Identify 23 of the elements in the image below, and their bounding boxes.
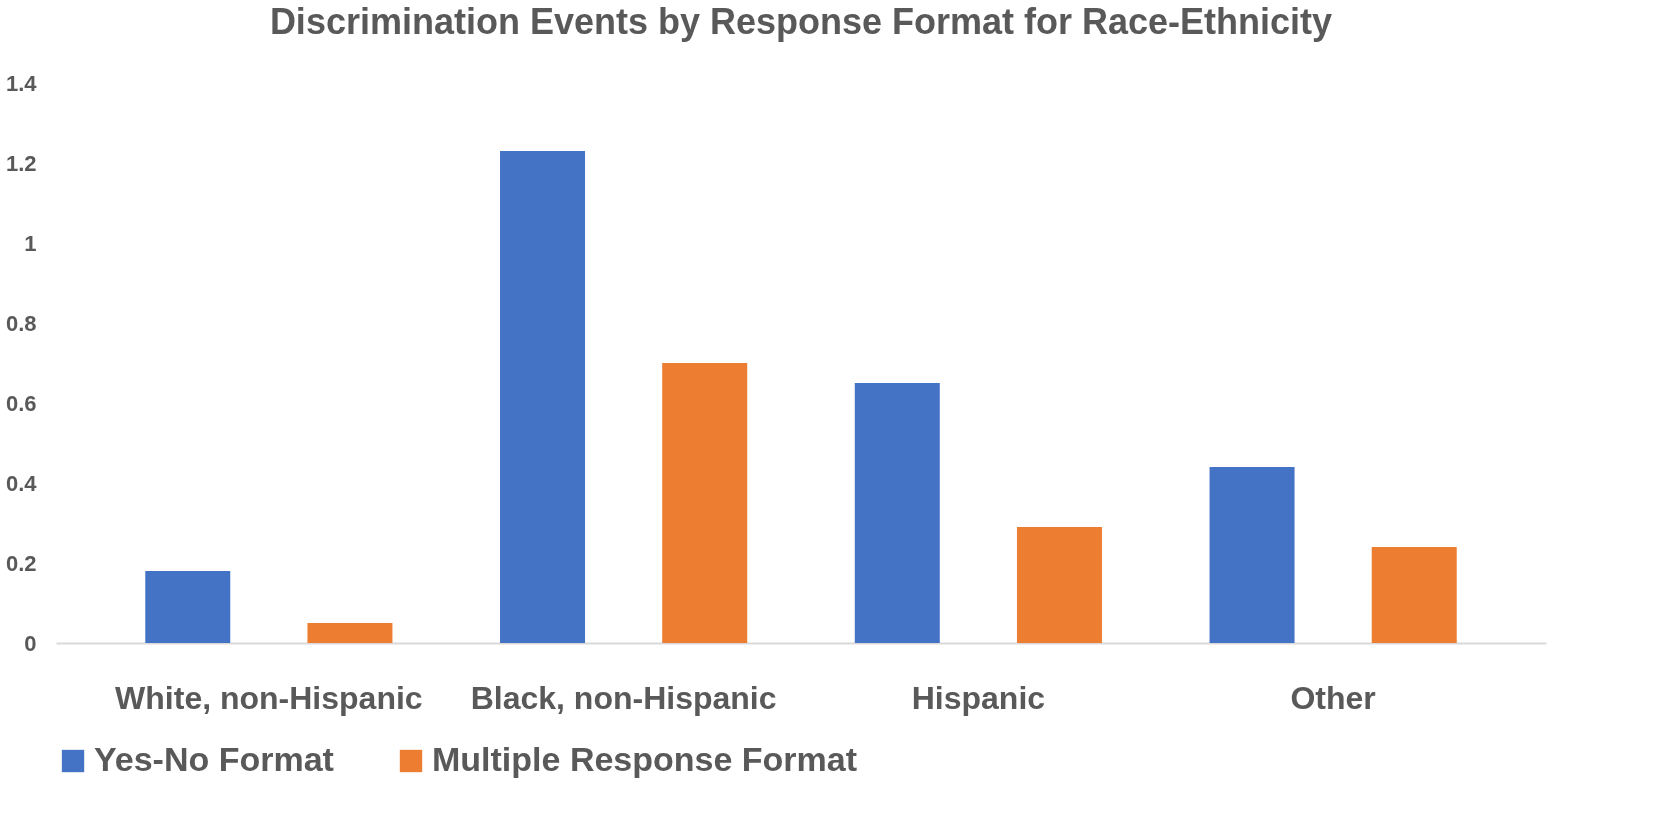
x-tick-label: White, non-Hispanic (115, 679, 423, 716)
y-tick-label: 1 (24, 230, 37, 256)
bar (145, 571, 231, 643)
bar (854, 383, 940, 643)
bar (1016, 527, 1102, 643)
y-tick-label: 1.2 (5, 150, 37, 176)
legend-label: Yes-No Format (94, 740, 334, 778)
legend-label: Multiple Response Format (432, 740, 858, 778)
bar (307, 623, 393, 643)
y-tick-label: 0.6 (5, 390, 37, 416)
bar (662, 363, 748, 643)
bar (500, 151, 586, 643)
y-tick-label: 0.2 (5, 550, 37, 576)
y-tick-label: 0.4 (5, 470, 38, 496)
y-tick-label: 1.4 (5, 70, 38, 96)
bar (1371, 547, 1457, 643)
chart-title: Discrimination Events by Response Format for Race-Ethnicity (269, 1, 1333, 42)
y-tick-label: 0 (24, 630, 37, 656)
x-tick-label: Black, non-Hispanic (470, 679, 777, 716)
x-tick-label: Hispanic (911, 679, 1046, 716)
x-tick-label: Other (1290, 679, 1376, 716)
bar (1209, 467, 1295, 643)
y-tick-label: 0.8 (5, 310, 37, 336)
